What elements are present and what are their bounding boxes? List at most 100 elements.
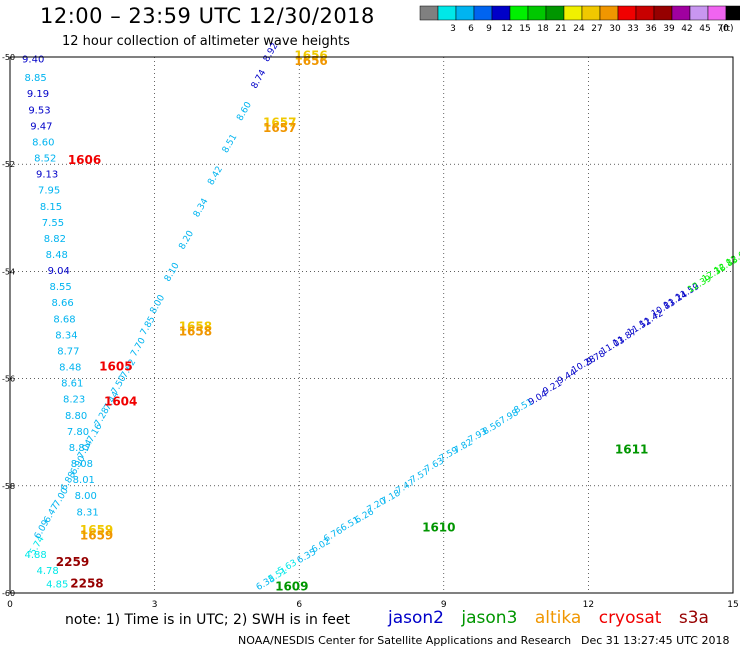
diagonal-track-label: 8.92 [262,41,281,63]
swh-value-label: 8.61 [61,379,83,390]
pass-time-label: 1657 [263,116,296,130]
colorbar-label: 45 [699,24,710,34]
x-tick-label: 0 [7,600,13,610]
y-tick-label: -50 [2,53,15,62]
swh-value-label: 8.60 [32,137,54,148]
colorbar-swatch [653,5,673,21]
swh-value-label: 8.48 [46,250,68,261]
x-tick-label: 9 [441,600,447,610]
colorbar-label: 27 [591,24,602,34]
swh-value-label: 8.00 [75,491,97,502]
colorbar-label: 9 [486,24,492,34]
colorbar-swatch [599,5,619,21]
swh-value-label: 8.52 [34,154,56,165]
colorbar-swatch [671,5,691,21]
plot-frame [9,56,734,594]
pass-time-label: 1659 [80,523,113,537]
diagonal-track-label: 8.34 [192,197,211,220]
colorbar-swatch [563,5,583,21]
swh-value-label: 8.34 [55,330,77,341]
pass-time-label: 1656 [294,54,327,68]
x-tick-label: 6 [296,600,302,610]
pass-time-label: 1658 [179,319,212,333]
pass-time-label: 1658 [179,325,212,339]
colorbar-label: 39 [663,24,675,34]
pass-time-label: 1605 [99,360,132,374]
colorbar-swatch [473,5,493,21]
pass-time-label: 1656 [294,49,327,63]
x-tick-label: 3 [152,600,158,610]
swh-value-label: 8.01 [73,475,95,486]
right-track-label: 12.0 [725,250,740,269]
swh-value-label: 8.08 [71,459,93,470]
note-text: note: 1) Time is in UTC; 2) SWH is in fe… [65,612,351,628]
diagonal-track-label: 8.10 [163,261,182,284]
swh-value-label: 9.19 [27,89,49,100]
colorbar-label: 24 [573,24,585,34]
colorbar-unit-label: (ft) [720,24,734,34]
colorbar-swatch [617,5,637,21]
swh-value-label: 8.48 [59,363,81,374]
y-tick-label: -54 [2,267,15,276]
colorbar-label: 30 [609,24,621,34]
mission-altika: altika [534,608,582,628]
pass-time-label: 2258 [70,577,103,591]
colorbar-swatch [689,5,709,21]
colorbar-label: 18 [537,24,549,34]
swh-value-label: 8.68 [53,314,75,325]
diagonal-track-label: 8.42 [206,165,225,187]
swh-value-label: 9.53 [28,105,50,116]
colorbar-label: 36 [645,24,657,34]
colorbar-swatch [725,5,740,21]
diagonal-track-label: 7.70 [129,336,148,359]
colorbar-swatch [419,5,439,21]
chart-axes: 0 3 6 9 12 15 -50 -52 -54 -56 -58 -60 [2,53,739,610]
colorbar-label: 21 [555,24,566,34]
swh-value-label: 9.47 [30,121,52,132]
swh-value-label: 8.80 [65,411,87,422]
pass-time-label: 1609 [275,579,308,593]
swh-value-label: 8.15 [40,202,62,213]
x-tick-label: 12 [583,600,594,610]
diagonal-track-label: 8.00 [149,293,168,316]
y-tick-label: -60 [2,589,15,598]
swh-value-label: 4.88 [24,550,46,561]
colorbar-label: 42 [681,24,692,34]
pass-time-label: 1606 [68,153,101,167]
mission-cryosat: cryosat [598,608,662,628]
colorbar-label: 70 [717,24,729,34]
pass-time-label: 1611 [615,443,648,457]
x-tick-label: 15 [727,600,738,610]
pass-time-label: 2259 [56,555,89,569]
colorbar-swatch [491,5,511,21]
chart-subtitle: 12 hour collection of altimeter wave hei… [62,34,350,49]
colorbar-label: 33 [627,24,638,34]
swh-value-label: 9.13 [36,170,58,181]
swh-value-label: 8.77 [57,346,79,357]
pass-time-label: 1604 [104,394,137,408]
pass-time-label: 1659 [80,528,113,542]
y-tick-label: -52 [2,160,15,169]
colorbar-label: 12 [501,24,512,34]
swh-value-label: 8.85 [24,73,46,84]
mission-s3a: s3a [678,608,709,628]
colorbar-label: 6 [468,24,474,34]
diagonal-track-label: 8.60 [235,100,254,123]
colorbar-swatch [509,5,529,21]
swh-value-label: 8.66 [51,298,73,309]
diagonal-track-label: 8.20 [177,229,196,252]
pass-time-label: 1610 [422,520,455,534]
colorbar-swatch [527,5,547,21]
chart-marks: 9.40 8.85 9.19 9.53 9.47 8.60 8.52 9.13 7.95 8.15… [22,41,740,593]
diagonal-track-label: 8.51 [221,133,240,155]
swh-value-label: 7.80 [67,427,89,438]
swh-value-label: 7.95 [38,186,60,197]
colorbar-label: 15 [519,24,530,34]
colorbar-label: 3 [450,24,456,34]
chart-title: 12:00 – 23:59 UTC 12/30/2018 [40,4,375,28]
swh-value-label: 8.87 [69,443,91,454]
colorbar-legend: 3 6 9 12 15 18 21 24 27 30 33 36 39 42 45 70(ft) [419,5,740,34]
swh-value-label: 7.55 [42,218,64,229]
mission-legend: jason2 jason3 altika cryosat s3a [388,608,721,628]
